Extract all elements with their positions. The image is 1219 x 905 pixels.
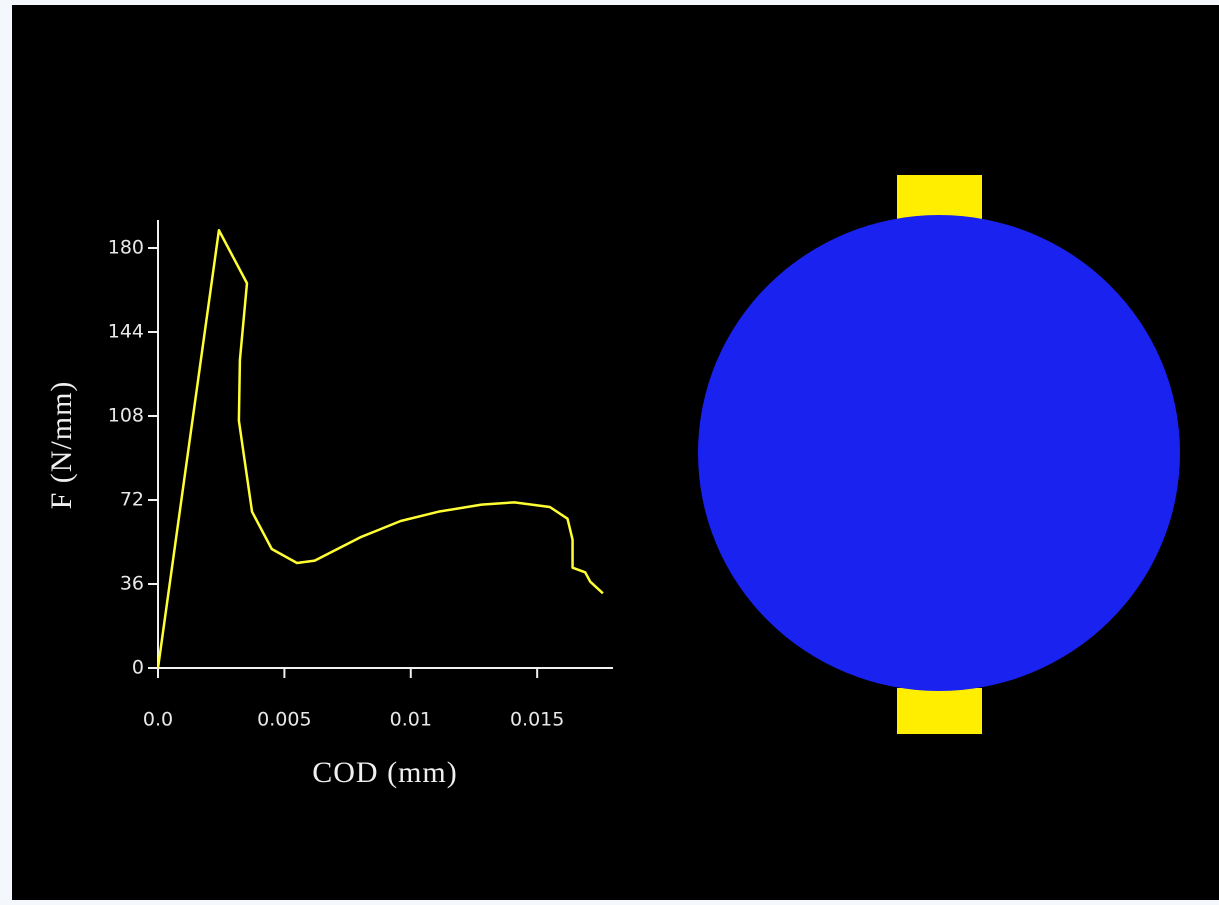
screen: COD (mm) F (N/mm) 0.0 0.005 0.01 0.015 0 36 72… (0, 0, 1219, 905)
bottom-loading-strip (897, 688, 982, 734)
page: COD (mm) F (N/mm) 0.0 0.005 0.01 0.015 0 36 72… (0, 0, 1219, 905)
disk-specimen (698, 215, 1180, 691)
x-tick-label: 0.005 (257, 709, 311, 731)
y-tick-label: 144 (108, 321, 144, 343)
x-tick-label: 0.015 (510, 709, 564, 731)
y-tick-label: 0 (132, 657, 144, 679)
x-tick-label: 0.0 (143, 709, 173, 731)
y-tick-label: 108 (108, 405, 144, 427)
top-loading-strip (897, 175, 982, 220)
x-axis-label: COD (mm) (312, 756, 458, 789)
y-tick-label: 36 (120, 573, 144, 595)
y-tick-label: 72 (120, 489, 144, 511)
y-axis-label: F (N/mm) (45, 381, 78, 510)
x-tick-label: 0.01 (390, 709, 432, 731)
y-tick-label: 180 (108, 237, 144, 259)
